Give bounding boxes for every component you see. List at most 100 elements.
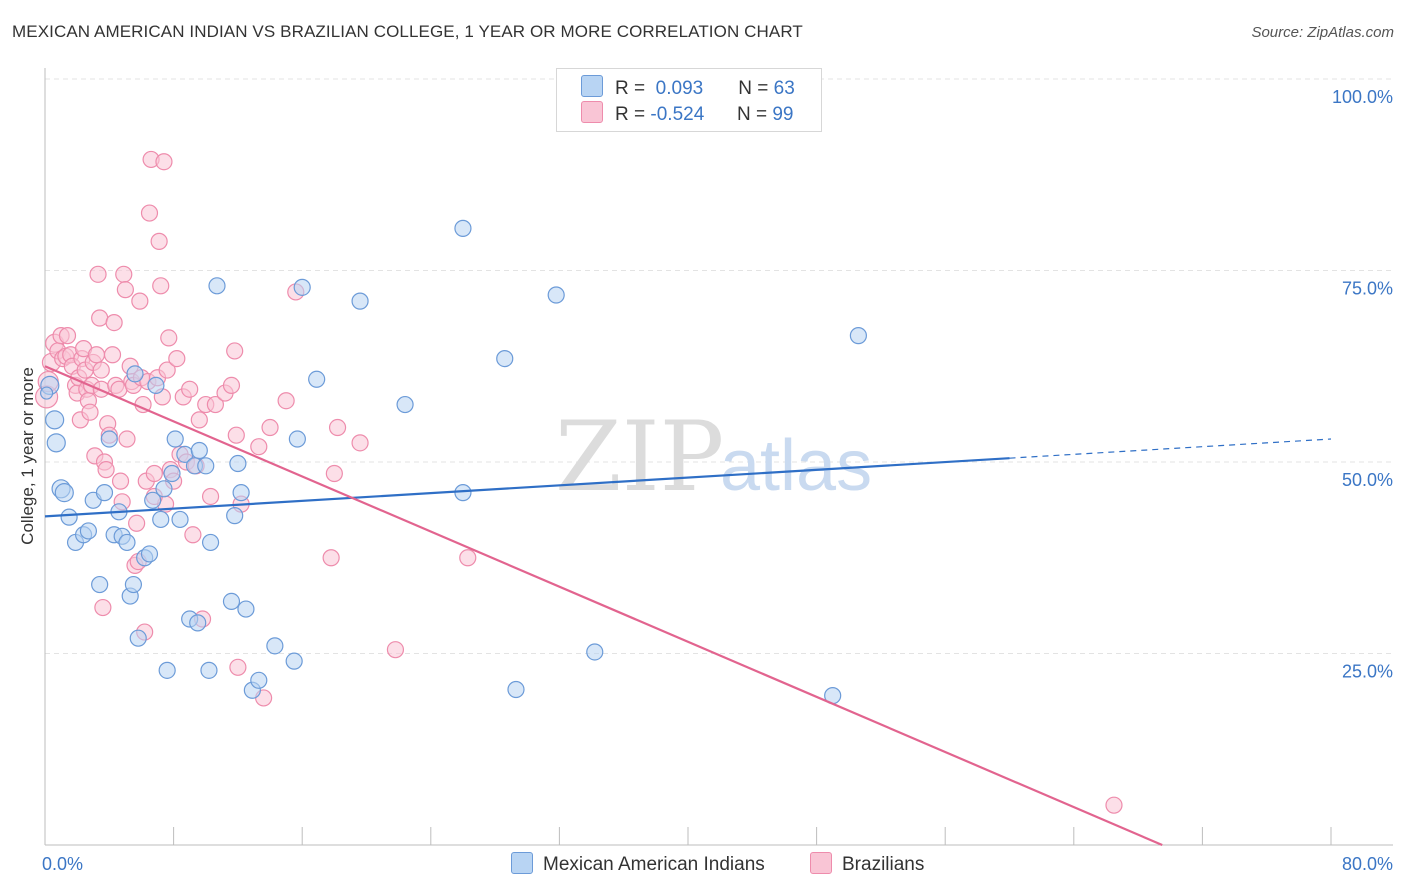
trend-line-mexican-american-indians-extension <box>1009 438 1332 459</box>
point-mexican-american-indians <box>126 365 144 383</box>
point-brazilians <box>155 153 173 171</box>
point-brazilians <box>97 461 115 479</box>
point-mexican-american-indians <box>293 278 311 296</box>
point-brazilians <box>89 265 107 283</box>
point-mexican-american-indians <box>166 430 184 448</box>
trend-lines <box>44 365 1332 847</box>
point-mexican-american-indians <box>200 661 218 679</box>
point-mexican-american-indians <box>250 671 268 689</box>
y-tick-label: 75.0% <box>1342 279 1393 299</box>
point-brazilians <box>118 430 136 448</box>
point-brazilians <box>1105 796 1123 814</box>
point-brazilians <box>145 464 163 483</box>
point-mexican-american-indians <box>222 592 241 611</box>
point-mexican-american-indians <box>40 386 54 400</box>
point-mexican-american-indians <box>100 430 118 448</box>
data-points <box>35 150 1123 814</box>
y-axis-title: College, 1 year or more <box>18 367 37 545</box>
point-brazilians <box>128 514 146 532</box>
point-mexican-american-indians <box>226 507 244 525</box>
watermark: ZIP atlas <box>555 401 872 513</box>
point-brazilians <box>227 426 245 444</box>
point-mexican-american-indians <box>849 327 867 345</box>
legend-swatch-blue <box>581 75 603 97</box>
point-mexican-american-indians <box>496 349 514 368</box>
legend-r-label: R = <box>615 104 646 125</box>
point-brazilians <box>152 277 170 295</box>
point-mexican-american-indians <box>158 661 176 679</box>
point-mexican-american-indians <box>147 376 165 394</box>
legend-label: Brazilians <box>842 854 925 875</box>
point-brazilians <box>184 526 202 544</box>
y-tick-label: 50.0% <box>1342 470 1393 490</box>
point-brazilians <box>181 380 199 398</box>
chart-title: MEXICAN AMERICAN INDIAN VS BRAZILIAN COL… <box>12 22 803 41</box>
point-mexican-american-indians <box>454 219 472 237</box>
point-mexican-american-indians <box>285 652 303 670</box>
point-brazilians <box>158 361 176 379</box>
point-mexican-american-indians <box>124 575 143 594</box>
point-brazilians <box>94 598 112 617</box>
legend-n-value: 63 <box>773 78 795 99</box>
legend-item-brazilians: Brazilians <box>810 852 924 876</box>
legend-swatch-pink <box>581 101 603 123</box>
legend-n-label: N = <box>736 104 768 125</box>
watermark-zip: ZIP <box>555 401 724 513</box>
point-mexican-american-indians <box>91 575 109 594</box>
point-brazilians <box>261 418 279 437</box>
point-mexican-american-indians <box>396 395 414 414</box>
point-mexican-american-indians <box>454 484 472 502</box>
grid-lines <box>45 78 1393 654</box>
point-brazilians <box>81 403 99 421</box>
point-mexican-american-indians <box>507 680 525 699</box>
point-mexican-american-indians <box>208 277 226 295</box>
source-label: Source: ZipAtlas.com <box>1251 24 1394 41</box>
point-brazilians <box>351 434 369 452</box>
point-brazilians <box>222 376 241 394</box>
point-brazilians <box>140 204 159 222</box>
point-brazilians <box>190 411 208 429</box>
legend-n-value: 99 <box>772 104 794 125</box>
y-tick-label: 100.0% <box>1332 87 1393 107</box>
point-brazilians <box>328 418 347 437</box>
point-mexican-american-indians <box>232 484 250 502</box>
legend-row-mexican: R = 0.093 N = 63 <box>581 75 795 101</box>
point-brazilians <box>103 346 122 364</box>
point-mexican-american-indians <box>229 454 247 473</box>
point-brazilians <box>92 361 110 379</box>
point-mexican-american-indians <box>266 637 284 655</box>
point-brazilians <box>87 346 106 364</box>
point-brazilians <box>459 549 477 567</box>
point-brazilians <box>226 342 244 360</box>
point-brazilians <box>250 438 268 456</box>
point-brazilians <box>58 327 77 345</box>
legend-n-label: N = <box>738 78 769 99</box>
point-brazilians <box>105 313 123 332</box>
legend-swatch-pink <box>810 852 832 874</box>
point-mexican-american-indians <box>152 510 170 529</box>
axes <box>44 68 1393 846</box>
point-brazilians <box>386 641 405 659</box>
series-legend: Mexican American Indians Brazilians <box>0 852 1406 878</box>
point-mexican-american-indians <box>163 464 181 483</box>
legend-row-brazilian: R = -0.524 N = 99 <box>581 101 793 127</box>
point-brazilians <box>277 392 295 410</box>
legend-r-value: 0.093 <box>655 78 704 99</box>
point-mexican-american-indians <box>197 457 215 475</box>
point-mexican-american-indians <box>140 545 159 563</box>
point-brazilians <box>322 549 340 567</box>
point-brazilians <box>229 658 247 676</box>
legend-swatch-blue <box>511 852 533 874</box>
point-mexican-american-indians <box>46 433 66 453</box>
point-brazilians <box>115 265 133 283</box>
point-mexican-american-indians <box>586 643 604 661</box>
x-tick-label: 0.0% <box>42 854 83 874</box>
legend-r-label: R = <box>615 78 646 99</box>
trend-line-mexican-american-indians <box>44 457 1010 518</box>
x-tick-label: 80.0% <box>1342 854 1393 874</box>
point-mexican-american-indians <box>144 491 162 509</box>
point-mexican-american-indians <box>60 508 78 526</box>
legend-label: Mexican American Indians <box>543 854 765 875</box>
point-mexican-american-indians <box>201 533 220 552</box>
point-mexican-american-indians <box>190 441 208 460</box>
